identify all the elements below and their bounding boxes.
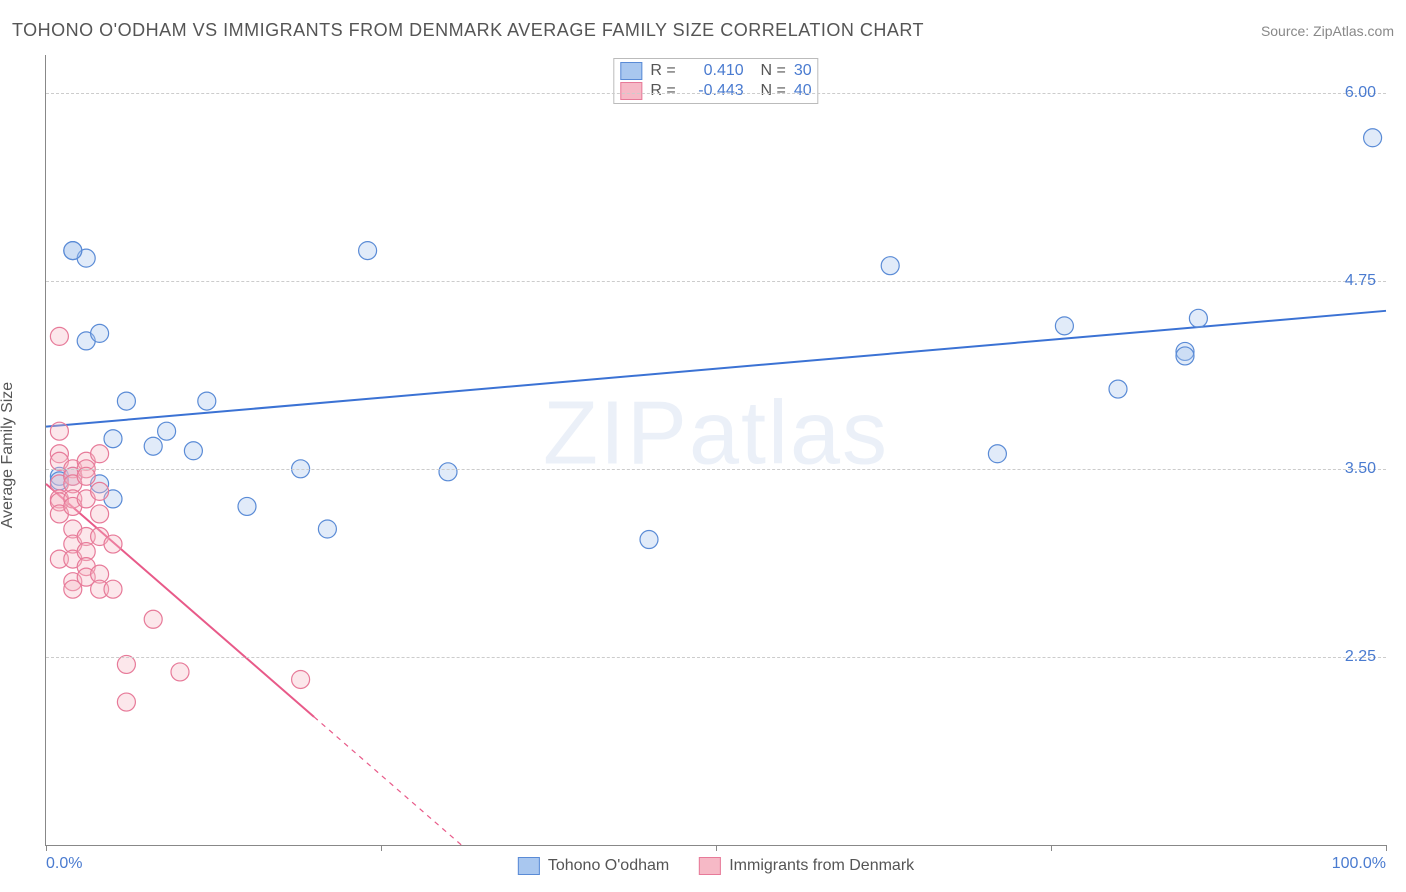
- y-tick-label: 6.00: [1345, 84, 1376, 102]
- legend-item: Tohono O'odham: [518, 857, 669, 875]
- gridline: [46, 281, 1386, 282]
- x-tick-label: 0.0%: [46, 855, 82, 873]
- stats-row: R = 0.410 N = 30: [620, 61, 811, 81]
- data-point: [171, 663, 189, 681]
- stats-row: R = -0.443 N = 40: [620, 81, 811, 101]
- x-tick-mark: [381, 845, 382, 851]
- data-point: [1109, 380, 1127, 398]
- stats-n-value: 40: [794, 82, 812, 100]
- x-tick-mark: [1051, 845, 1052, 851]
- data-point: [184, 442, 202, 460]
- data-point: [359, 242, 377, 260]
- stats-r-value: -0.443: [684, 82, 744, 100]
- data-point: [104, 535, 122, 553]
- legend-label: Tohono O'odham: [548, 857, 669, 875]
- x-tick-label: 100.0%: [1332, 855, 1386, 873]
- y-tick-label: 2.25: [1345, 648, 1376, 666]
- legend-swatch: [620, 82, 642, 100]
- data-point: [91, 324, 109, 342]
- data-point: [117, 392, 135, 410]
- data-point: [91, 505, 109, 523]
- data-point: [117, 693, 135, 711]
- source-label: Source: ZipAtlas.com: [1261, 23, 1394, 39]
- legend-swatch: [620, 62, 642, 80]
- trend-line: [46, 484, 314, 717]
- stats-n-label: N =: [752, 82, 786, 100]
- x-tick-mark: [46, 845, 47, 851]
- data-point: [881, 257, 899, 275]
- gridline: [46, 657, 1386, 658]
- chart-title: TOHONO O'ODHAM VS IMMIGRANTS FROM DENMAR…: [12, 20, 924, 41]
- legend-swatch: [518, 857, 540, 875]
- x-tick-mark: [1386, 845, 1387, 851]
- y-axis-label: Average Family Size: [0, 382, 17, 528]
- data-point: [91, 445, 109, 463]
- series-legend: Tohono O'odham Immigrants from Denmark: [518, 857, 914, 875]
- data-point: [77, 467, 95, 485]
- scatter-svg: [46, 55, 1386, 845]
- data-point: [144, 437, 162, 455]
- gridline: [46, 93, 1386, 94]
- data-point: [1055, 317, 1073, 335]
- data-point: [238, 497, 256, 515]
- data-point: [104, 430, 122, 448]
- plot-area: ZIPatlas R = 0.410 N = 30R = -0.443 N = …: [45, 55, 1386, 846]
- data-point: [1189, 309, 1207, 327]
- legend-label: Immigrants from Denmark: [729, 857, 914, 875]
- data-point: [292, 670, 310, 688]
- legend-item: Immigrants from Denmark: [699, 857, 914, 875]
- legend-swatch: [699, 857, 721, 875]
- data-point: [1176, 347, 1194, 365]
- data-point: [158, 422, 176, 440]
- trend-line-dashed: [314, 717, 461, 845]
- data-point: [50, 422, 68, 440]
- data-point: [64, 242, 82, 260]
- data-point: [50, 327, 68, 345]
- data-point: [144, 610, 162, 628]
- data-point: [91, 482, 109, 500]
- gridline: [46, 469, 1386, 470]
- data-point: [318, 520, 336, 538]
- stats-legend: R = 0.410 N = 30R = -0.443 N = 40: [613, 58, 818, 104]
- data-point: [104, 580, 122, 598]
- data-point: [988, 445, 1006, 463]
- stats-r-label: R =: [650, 82, 675, 100]
- y-tick-label: 4.75: [1345, 272, 1376, 290]
- stats-r-label: R =: [650, 62, 675, 80]
- stats-r-value: 0.410: [684, 62, 744, 80]
- data-point: [198, 392, 216, 410]
- y-tick-label: 3.50: [1345, 460, 1376, 478]
- data-point: [117, 655, 135, 673]
- data-point: [439, 463, 457, 481]
- data-point: [1364, 129, 1382, 147]
- x-tick-mark: [716, 845, 717, 851]
- trend-line: [46, 311, 1386, 427]
- stats-n-value: 30: [794, 62, 812, 80]
- stats-n-label: N =: [752, 62, 786, 80]
- data-point: [640, 531, 658, 549]
